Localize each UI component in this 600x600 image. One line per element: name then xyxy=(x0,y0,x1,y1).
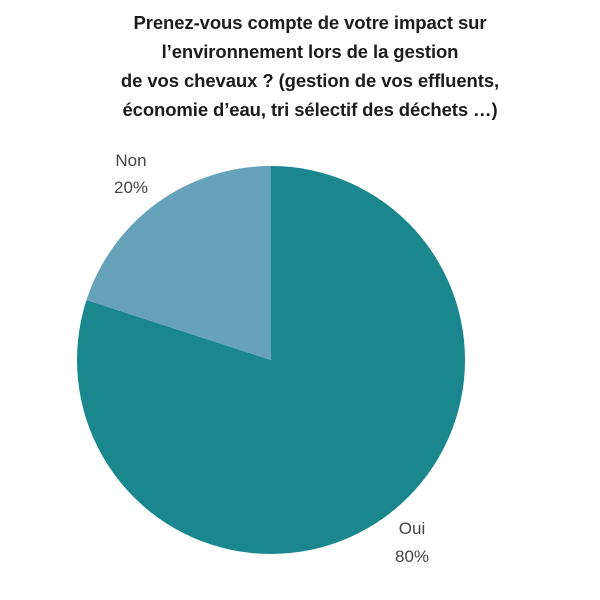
slice-value-non: 20% xyxy=(114,178,148,197)
pie-slice-non xyxy=(86,166,271,360)
pie-labels: Oui 80% Non 20% xyxy=(114,151,429,566)
chart-title-line-3: de vos chevaux ? (gestion de vos effluen… xyxy=(120,70,500,91)
chart-title-line-2: l’environnement lors de la gestion xyxy=(161,41,459,62)
slice-label-oui: Oui xyxy=(399,519,425,538)
slice-label-non: Non xyxy=(115,151,146,170)
chart-title-line-1: Prenez-vous compte de votre impact sur xyxy=(133,12,487,33)
chart-title: Prenez-vous compte de votre impact sur l… xyxy=(40,8,580,124)
chart-title-line-4: économie d’eau, tri sélectif des déchets… xyxy=(122,99,498,120)
pie-slice-oui xyxy=(77,165,466,554)
pie-slices xyxy=(77,165,466,554)
slice-value-oui: 80% xyxy=(395,547,429,566)
